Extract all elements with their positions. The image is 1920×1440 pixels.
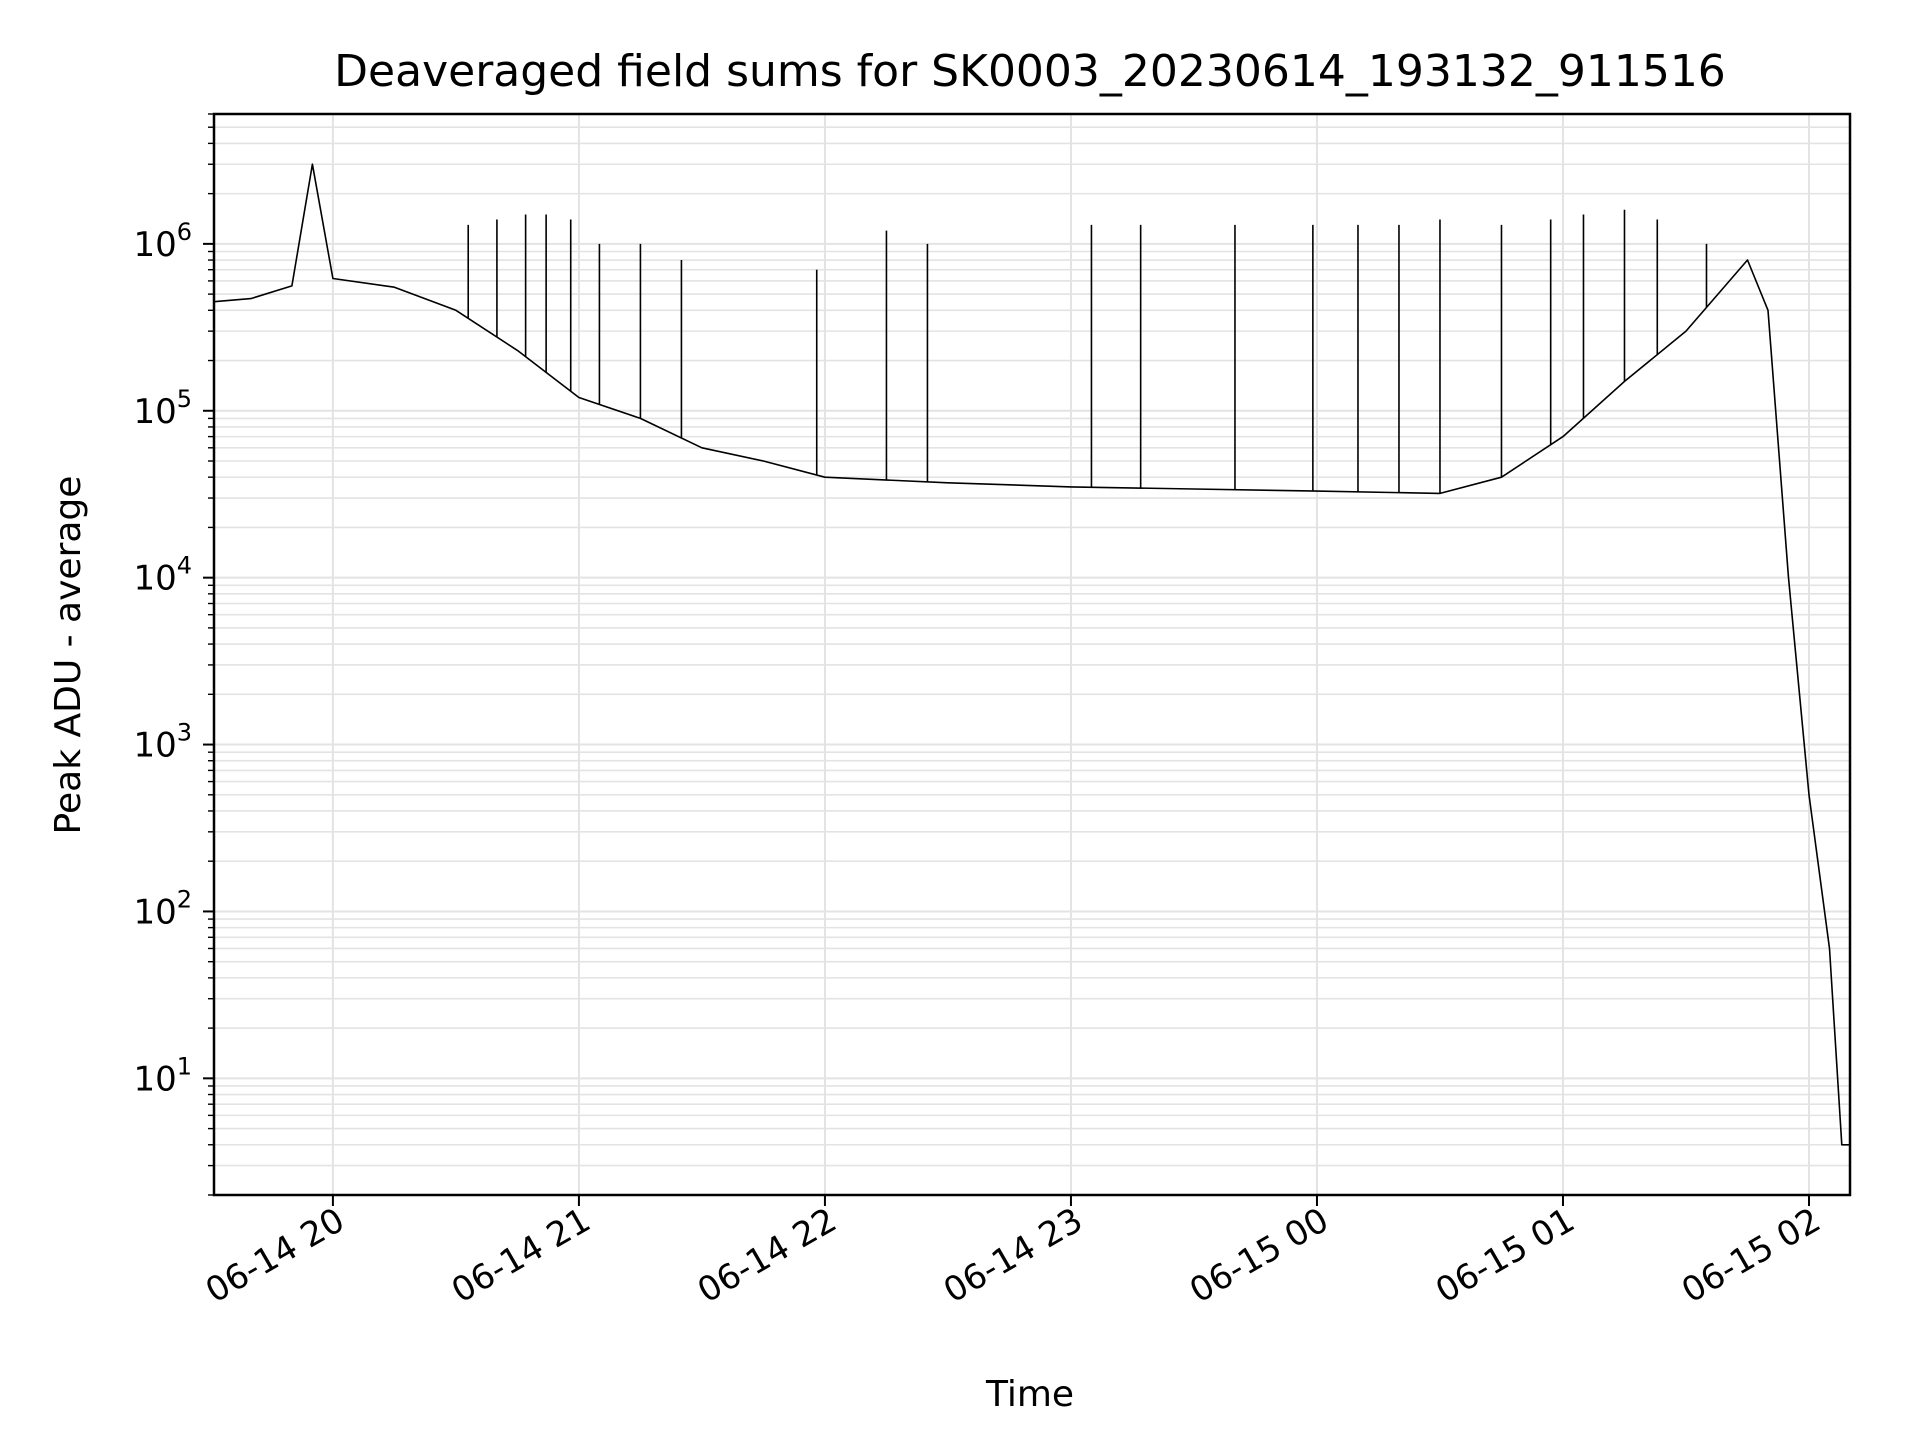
y-tick-exponent: 3 bbox=[177, 719, 192, 747]
y-tick-base: 10 bbox=[133, 892, 176, 932]
y-tick-exponent: 2 bbox=[177, 885, 192, 913]
y-tick-label: 105 bbox=[133, 385, 192, 432]
y-tick-label: 101 bbox=[133, 1052, 192, 1099]
x-axis-ticks: 06-14 20 06-14 21 06-14 22 06-14 23 06-15 00… bbox=[199, 1195, 1827, 1311]
y-tick-base: 10 bbox=[133, 392, 176, 432]
y-tick-exponent: 5 bbox=[177, 385, 192, 413]
y-tick-base: 10 bbox=[133, 1059, 176, 1099]
y-axis-label: Peak ADU - average bbox=[48, 476, 89, 835]
y-tick-exponent: 6 bbox=[177, 218, 192, 246]
y-tick-label: 102 bbox=[133, 885, 192, 932]
y-tick-label: 103 bbox=[133, 719, 192, 766]
spikes bbox=[467, 209, 1708, 494]
y-tick-label: 106 bbox=[133, 218, 192, 265]
chart-title: Deaveraged field sums for SK0003_2023061… bbox=[334, 46, 1726, 97]
y-tick-exponent: 4 bbox=[177, 552, 192, 580]
x-tick-label: 06-14 20 bbox=[199, 1200, 351, 1311]
grid-lines bbox=[214, 113, 1850, 1196]
x-tick-label: 06-15 01 bbox=[1429, 1200, 1581, 1311]
y-tick-label: 104 bbox=[133, 552, 192, 599]
y-tick-base: 10 bbox=[133, 559, 176, 599]
plot-frame bbox=[212, 112, 1852, 1197]
x-tick-label: 06-15 00 bbox=[1183, 1200, 1335, 1311]
y-tick-exponent: 1 bbox=[177, 1052, 192, 1080]
y-tick-base: 10 bbox=[133, 225, 176, 265]
x-axis-label: Time bbox=[985, 1374, 1074, 1415]
x-tick-label: 06-14 23 bbox=[937, 1200, 1089, 1311]
y-tick-base: 10 bbox=[133, 726, 176, 766]
x-tick-label: 06-14 21 bbox=[445, 1200, 597, 1311]
x-tick-label: 06-14 22 bbox=[691, 1200, 843, 1311]
series-line bbox=[213, 163, 1850, 1146]
x-tick-label: 06-15 02 bbox=[1675, 1200, 1827, 1311]
